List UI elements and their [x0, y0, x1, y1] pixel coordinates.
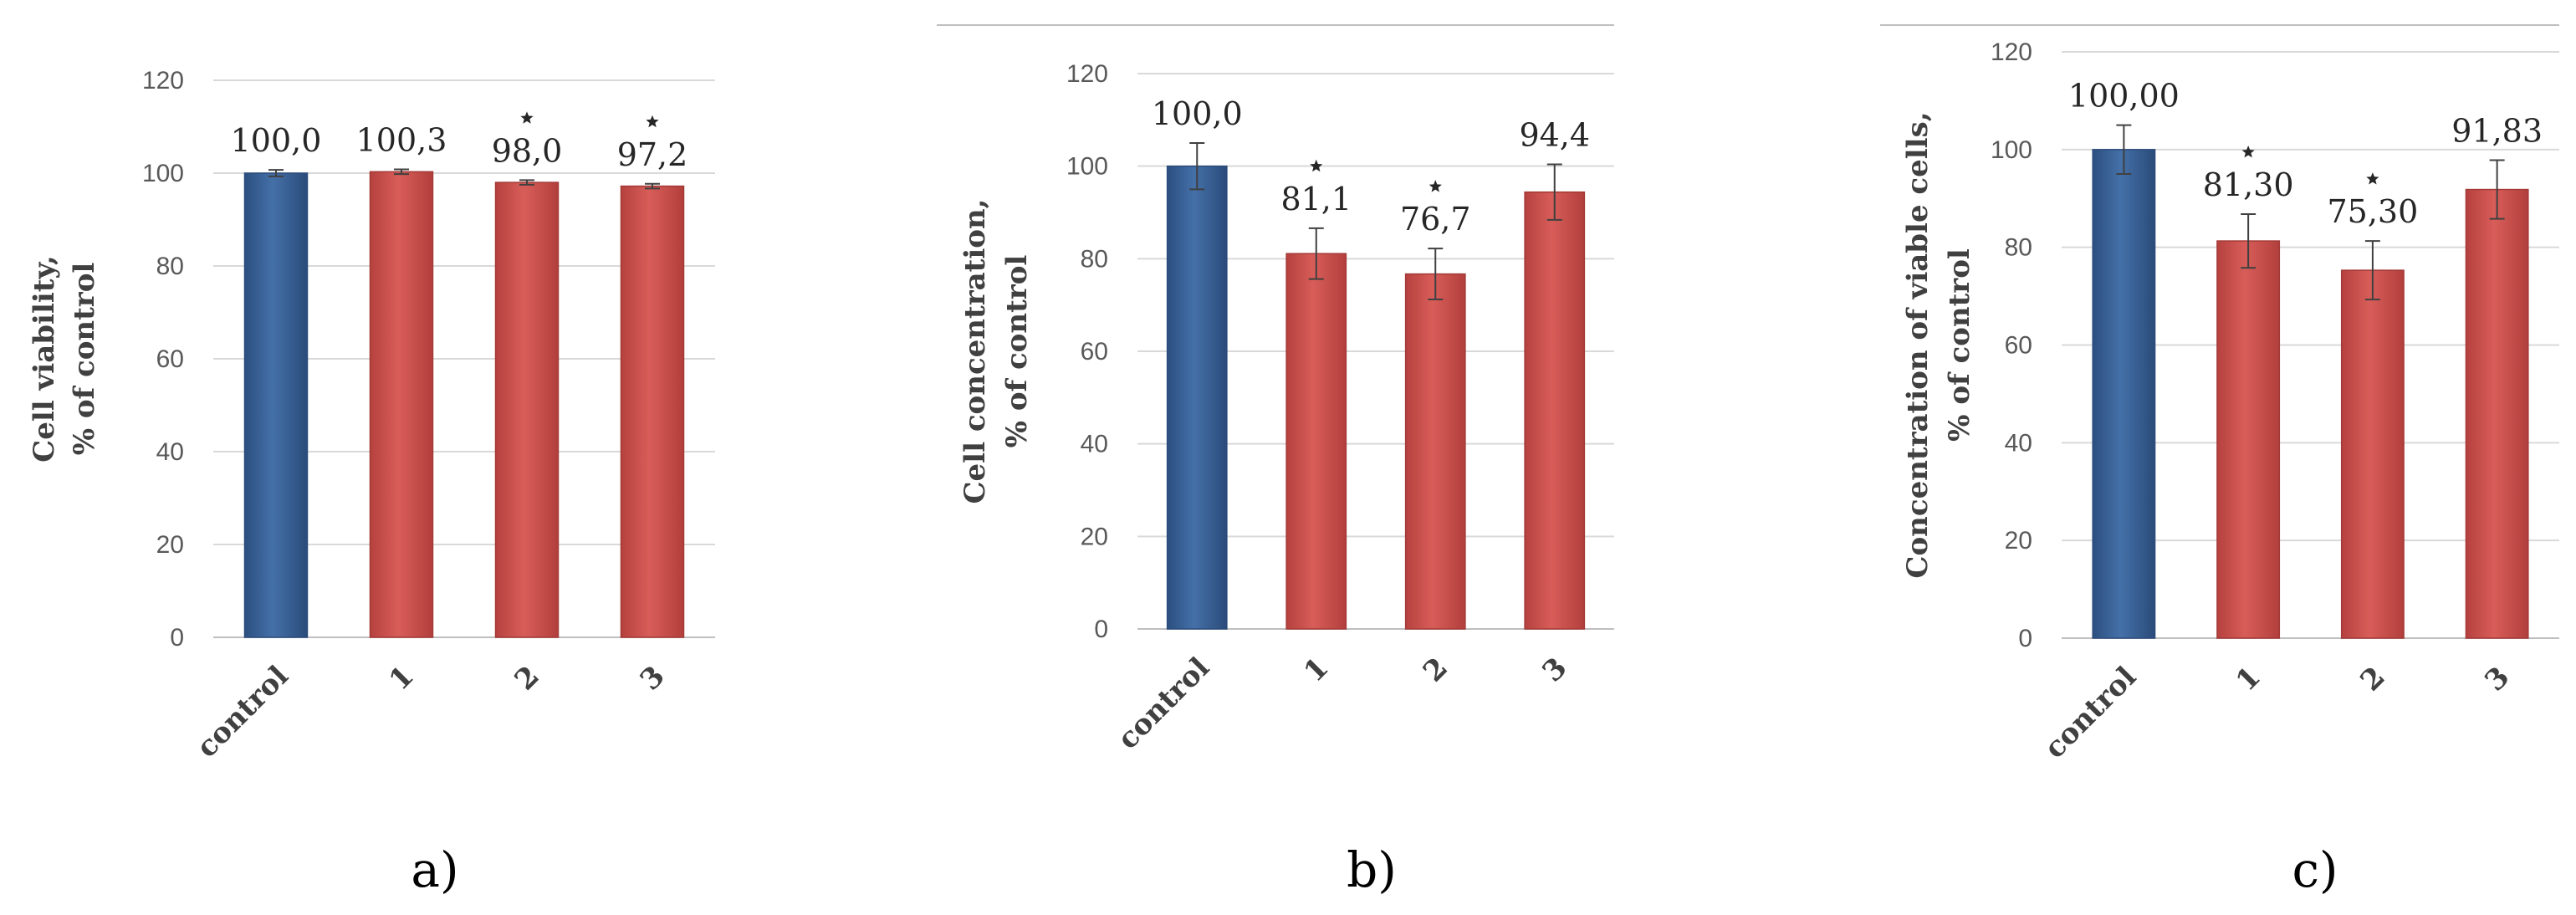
y-axis-label-line1: Concentration of viable cells,	[1901, 111, 1935, 578]
y-tick-label: 60	[2005, 332, 2032, 360]
data-label: 100,3	[356, 122, 447, 159]
y-tick-label: 100	[142, 160, 184, 187]
data-label: 91,83	[2451, 113, 2543, 150]
x-tick-label: control	[2038, 660, 2143, 764]
x-tick-label: 3	[634, 659, 672, 697]
x-tick-label: control	[190, 659, 294, 764]
y-tick-label: 0	[1094, 616, 1108, 643]
data-label: 75,30	[2327, 193, 2418, 230]
chart-panel-a: 0 20 40 60 80 100 120 Cell viability,% of contr…	[28, 67, 715, 898]
data-label: 100,0	[1152, 95, 1243, 132]
y-axis-label-line1: Cell concentration,	[958, 198, 992, 504]
y-tick-label: 0	[2018, 625, 2032, 652]
significance-star-icon	[520, 111, 534, 124]
x-tick-label: 1	[383, 659, 421, 697]
data-label: 76,7	[1400, 201, 1471, 238]
bar-1	[369, 171, 434, 638]
data-label: 98,0	[492, 132, 563, 169]
y-axis-label-line2: % of control	[1000, 255, 1034, 448]
bar-1	[1285, 253, 1347, 630]
y-tick-label: 80	[2005, 234, 2032, 262]
y-tick-label: 80	[1081, 245, 1108, 273]
y-axis-label-line1: Cell viability,	[28, 255, 61, 463]
bar-control	[2092, 149, 2156, 639]
x-tick-label: control	[1112, 651, 1216, 755]
data-label: 97,2	[617, 136, 688, 173]
data-label: 81,30	[2203, 166, 2294, 203]
chart-panel-b: 0 20 40 60 80 100 120 Cell concentration,% of c…	[937, 24, 1614, 898]
bar-control	[1166, 165, 1228, 630]
y-tick-label: 60	[1081, 338, 1108, 365]
data-label: 81,1	[1280, 181, 1352, 217]
y-tick-label: 40	[2005, 429, 2032, 457]
y-tick-label: 120	[1066, 60, 1108, 88]
y-tick-label: 80	[156, 253, 184, 280]
data-label: 100,0	[231, 122, 322, 159]
significance-star-icon	[1310, 159, 1323, 172]
bar-2	[2340, 269, 2405, 639]
bar-control	[243, 172, 309, 638]
significance-star-icon	[1429, 180, 1442, 192]
y-tick-label: 0	[170, 624, 184, 652]
panel-letter: b)	[1347, 841, 1397, 898]
x-tick-label: 1	[2230, 660, 2267, 698]
panel-letter: c)	[2292, 841, 2338, 898]
y-tick-label: 100	[1066, 153, 1108, 181]
data-label: 94,4	[1519, 116, 1590, 153]
x-tick-label: 2	[2354, 660, 2392, 698]
data-label: 100,00	[2068, 78, 2180, 115]
y-axis-label-line2: % of control	[1943, 248, 1976, 442]
x-tick-label: 1	[1298, 651, 1336, 688]
y-tick-label: 120	[1991, 38, 2032, 66]
bar-2	[1404, 273, 1466, 630]
y-tick-label: 20	[2005, 527, 2032, 555]
bar-3	[620, 185, 685, 638]
y-tick-label: 40	[1081, 431, 1108, 458]
bar-3	[2465, 188, 2529, 639]
y-tick-label: 100	[1991, 136, 2032, 164]
y-tick-label: 20	[156, 531, 184, 559]
bar-3	[1524, 191, 1586, 630]
chart-panel-c: 0 20 40 60 80 100 120 Concentration of viable c…	[1880, 24, 2559, 898]
x-tick-label: 3	[2478, 660, 2516, 698]
x-tick-label: 2	[509, 659, 546, 697]
y-tick-label: 20	[1081, 523, 1108, 550]
significance-star-icon	[2241, 145, 2255, 158]
y-tick-label: 40	[156, 438, 184, 466]
x-tick-label: 3	[1536, 651, 1574, 688]
x-tick-label: 2	[1417, 651, 1454, 688]
significance-star-icon	[646, 115, 659, 128]
bar-1	[2216, 240, 2281, 639]
significance-star-icon	[2366, 172, 2379, 185]
panel-letter: a)	[411, 841, 458, 898]
bar-2	[494, 181, 560, 638]
y-tick-label: 60	[156, 345, 184, 373]
y-axis-label-line2: % of control	[68, 263, 101, 456]
y-tick-label: 120	[142, 67, 184, 95]
